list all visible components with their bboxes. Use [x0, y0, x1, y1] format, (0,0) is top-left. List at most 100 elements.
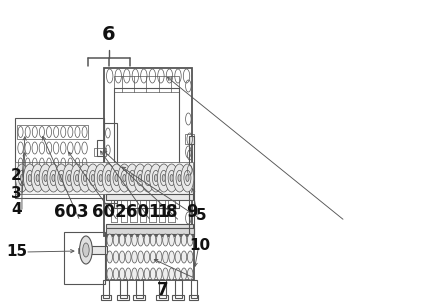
Bar [156, 295, 168, 300]
Circle shape [75, 174, 79, 181]
Circle shape [181, 251, 187, 263]
Text: 2: 2 [11, 168, 22, 182]
Circle shape [113, 251, 119, 263]
Bar [118, 295, 129, 300]
Bar [104, 123, 117, 203]
Circle shape [134, 164, 147, 192]
Circle shape [150, 164, 163, 192]
Circle shape [144, 251, 150, 263]
Bar [185, 134, 194, 144]
Bar [15, 118, 104, 198]
Text: 3: 3 [11, 185, 22, 201]
Text: 8: 8 [166, 203, 177, 221]
Circle shape [144, 268, 150, 280]
Circle shape [132, 234, 137, 246]
Circle shape [156, 268, 162, 280]
Circle shape [91, 174, 95, 181]
Circle shape [47, 164, 60, 192]
Bar [120, 280, 127, 298]
Bar [64, 232, 105, 284]
Circle shape [99, 174, 103, 181]
Circle shape [118, 164, 131, 192]
Circle shape [24, 164, 36, 192]
Circle shape [107, 234, 112, 246]
Text: 9: 9 [186, 203, 198, 221]
Circle shape [32, 164, 44, 192]
Circle shape [83, 174, 87, 181]
Bar [78, 248, 86, 253]
Circle shape [71, 164, 83, 192]
Circle shape [169, 268, 174, 280]
Circle shape [187, 251, 193, 263]
Circle shape [151, 251, 156, 263]
Bar [106, 224, 193, 228]
Circle shape [175, 268, 181, 280]
Circle shape [151, 234, 156, 246]
Circle shape [131, 174, 134, 181]
Circle shape [113, 268, 119, 280]
Circle shape [126, 251, 131, 263]
Circle shape [119, 268, 125, 280]
Bar [94, 148, 106, 156]
Circle shape [102, 164, 115, 192]
Circle shape [178, 174, 181, 181]
Circle shape [83, 243, 89, 257]
Bar [17, 125, 88, 139]
Text: 603: 603 [54, 203, 88, 221]
Bar [102, 295, 111, 300]
Bar [97, 140, 104, 156]
Circle shape [151, 268, 156, 280]
Circle shape [107, 251, 112, 263]
Circle shape [181, 234, 187, 246]
Text: 7: 7 [156, 281, 168, 299]
Circle shape [181, 164, 194, 192]
Circle shape [67, 174, 71, 181]
Circle shape [173, 164, 186, 192]
Circle shape [187, 268, 193, 280]
Text: 10: 10 [189, 237, 210, 253]
Circle shape [115, 174, 118, 181]
Text: 15: 15 [6, 244, 27, 260]
Bar [106, 194, 193, 200]
Bar [103, 280, 109, 298]
Circle shape [142, 164, 155, 192]
Circle shape [186, 174, 189, 181]
Circle shape [138, 268, 143, 280]
Bar [114, 88, 179, 208]
Circle shape [63, 164, 75, 192]
Circle shape [126, 268, 131, 280]
Circle shape [132, 251, 137, 263]
Text: 601: 601 [126, 203, 160, 221]
Bar [136, 280, 143, 298]
Circle shape [16, 164, 28, 192]
Circle shape [94, 164, 107, 192]
Bar [89, 246, 107, 254]
Circle shape [110, 164, 123, 192]
Circle shape [20, 174, 24, 181]
Circle shape [113, 234, 119, 246]
Bar [114, 76, 179, 92]
Bar [104, 68, 192, 236]
Circle shape [52, 174, 55, 181]
Circle shape [139, 174, 142, 181]
Circle shape [60, 174, 63, 181]
Circle shape [163, 268, 168, 280]
Text: 602: 602 [92, 203, 127, 221]
Circle shape [39, 164, 52, 192]
Circle shape [126, 164, 139, 192]
Circle shape [119, 251, 125, 263]
Circle shape [119, 234, 125, 246]
Circle shape [126, 234, 131, 246]
Circle shape [44, 174, 47, 181]
Bar [189, 136, 194, 144]
Circle shape [163, 251, 168, 263]
Circle shape [156, 251, 162, 263]
Bar [174, 280, 182, 298]
Circle shape [169, 234, 174, 246]
Bar [191, 280, 197, 298]
Bar [189, 295, 198, 300]
Circle shape [87, 164, 99, 192]
Text: 6: 6 [102, 26, 115, 44]
Circle shape [36, 174, 40, 181]
Bar [189, 140, 194, 236]
